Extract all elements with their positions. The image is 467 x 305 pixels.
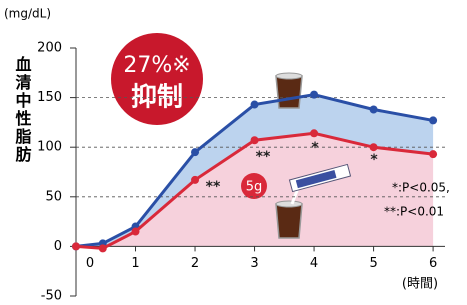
x-tick-label: 4 — [310, 256, 318, 271]
x-tick-label: 3 — [250, 256, 258, 271]
y-axis-label: 血清中性脂肪 — [13, 55, 32, 164]
x-tick-label: 1 — [131, 256, 139, 271]
badge-line1: 27%※ — [123, 53, 190, 78]
background-areas — [76, 95, 433, 249]
point — [191, 176, 199, 184]
point — [310, 91, 318, 99]
point — [429, 116, 437, 124]
y-tick-label: 150 — [37, 90, 62, 105]
significance-mark: ** — [256, 149, 271, 165]
note: **:P<0.01 — [384, 205, 444, 219]
point — [132, 228, 140, 236]
point — [310, 129, 318, 137]
significance-mark: * — [370, 152, 378, 168]
x-tick-label: 5 — [369, 256, 377, 271]
point — [370, 143, 378, 151]
cup-icon — [276, 73, 302, 108]
chart: (mg/dL) 血清中性脂肪 (時間) 27%※ 抑制 5g *:P<0.05,… — [0, 0, 467, 305]
dose-label: 5g — [246, 180, 263, 195]
x-tick-label: 2 — [191, 256, 199, 271]
point — [429, 150, 437, 158]
significance-mark: ** — [206, 179, 221, 195]
point — [99, 244, 107, 252]
y-tick-label: 0 — [54, 239, 62, 254]
x-tick-label: 6 — [429, 256, 437, 271]
point — [251, 136, 259, 144]
y-tick-label: 200 — [37, 41, 62, 56]
x-axis-label: (時間) — [402, 277, 438, 292]
point — [72, 242, 80, 250]
significance-mark: * — [311, 140, 319, 156]
x-tick-label: 0 — [86, 256, 94, 271]
note: *:P<0.05, — [392, 181, 450, 195]
point — [191, 148, 199, 156]
point — [251, 101, 259, 109]
y-tick-label: -50 — [41, 289, 62, 304]
point — [370, 106, 378, 114]
y-tick-label: 50 — [45, 189, 62, 204]
y-tick-label: 100 — [37, 140, 62, 155]
y-unit: (mg/dL) — [4, 7, 51, 21]
